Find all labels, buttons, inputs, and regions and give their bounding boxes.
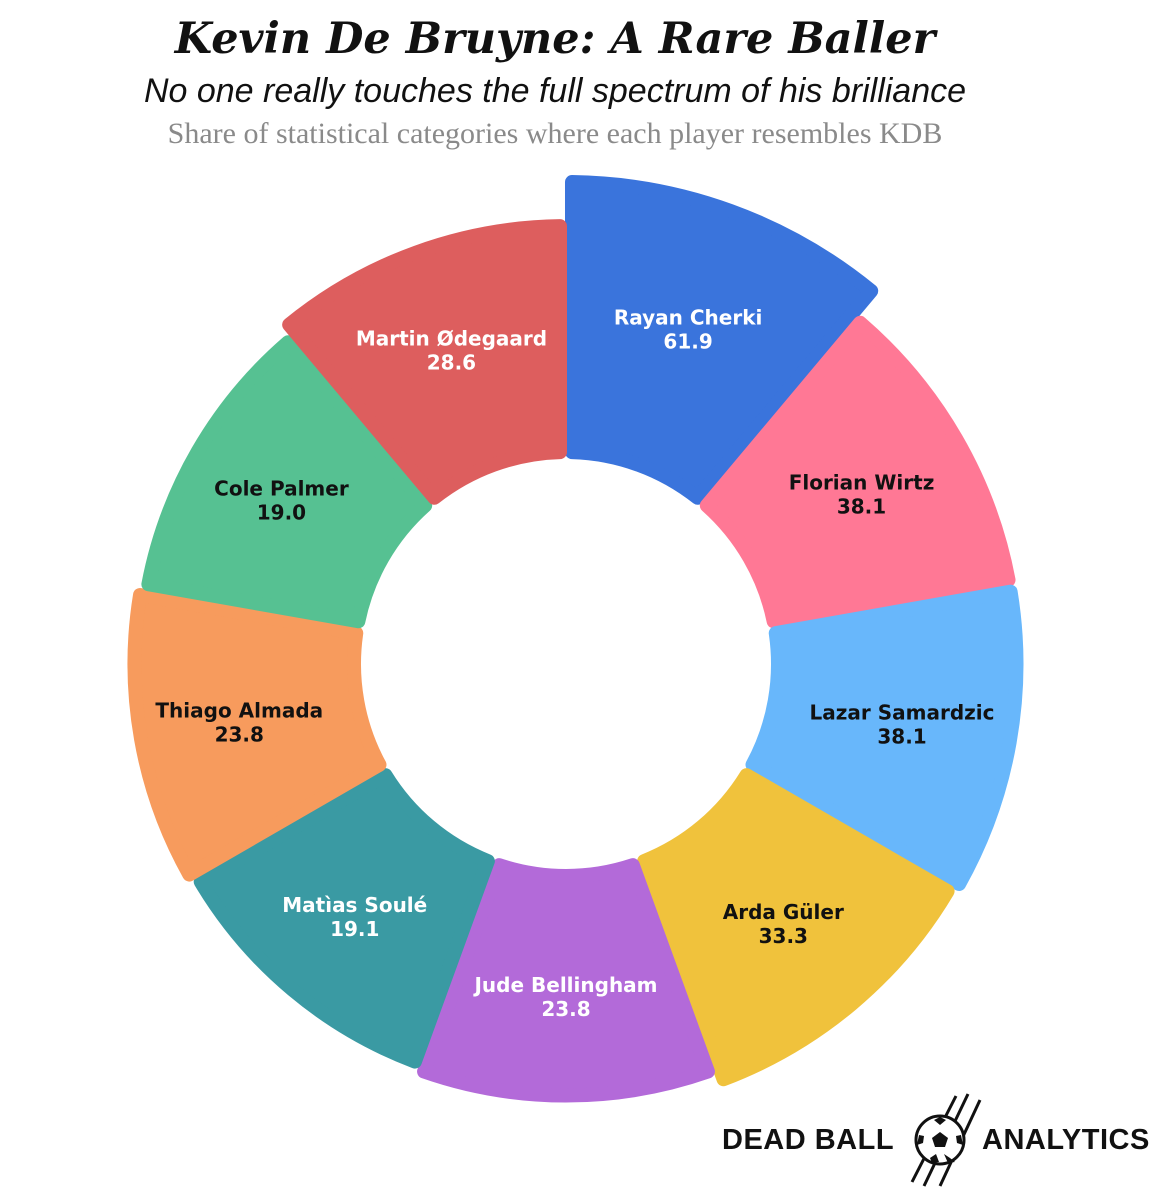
chart-caption: Share of statistical categories where ea… <box>167 117 943 150</box>
segment-value: 19.0 <box>257 501 306 525</box>
segment-thiago-almada <box>127 587 387 882</box>
segment-martin-degaard <box>282 219 568 505</box>
segment-value: 23.8 <box>215 723 264 747</box>
soccer-ball-icon <box>910 1093 982 1187</box>
chart-subtitle: No one really touches the full spectrum … <box>143 72 967 110</box>
segment-value: 38.1 <box>877 724 926 748</box>
segment-mat-as-soul- <box>193 768 495 1069</box>
segment-value: 19.1 <box>330 917 379 941</box>
segment-value: 33.3 <box>759 924 808 948</box>
segment-label: Matìas Soulé <box>282 893 427 917</box>
segment-label: Martin Ødegaard <box>356 326 547 350</box>
segment-label: Arda Güler <box>723 900 844 924</box>
chart-title: Kevin De Bruyne: A Rare Baller <box>174 14 936 64</box>
segment-value: 61.9 <box>663 330 712 354</box>
segment-label: Rayan Cherki <box>614 306 763 330</box>
brand-logo: DEAD BALL ANALYTICS <box>722 1090 1167 1190</box>
segment-lazar-samardzic <box>745 584 1024 892</box>
segment-jude-bellingham <box>417 858 715 1103</box>
segment-arda-g-ler <box>637 768 955 1087</box>
segment-florian-wirtz <box>699 315 1016 629</box>
segment-label: Florian Wirtz <box>789 470 935 494</box>
chart-segments <box>127 175 1024 1103</box>
brand-right-text: ANALYTICS <box>982 1124 1150 1156</box>
segment-label: Jude Bellingham <box>472 973 657 997</box>
segment-label: Lazar Samardzic <box>810 700 995 724</box>
segment-value: 23.8 <box>541 997 590 1021</box>
segment-cole-palmer <box>141 335 433 629</box>
segment-label: Cole Palmer <box>214 477 349 501</box>
segment-value: 38.1 <box>837 494 886 518</box>
brand-left-text: DEAD BALL <box>722 1124 895 1156</box>
segment-rayan-cherki <box>564 175 879 505</box>
segment-value: 28.6 <box>427 350 476 374</box>
segment-label: Thiago Almada <box>155 699 323 723</box>
